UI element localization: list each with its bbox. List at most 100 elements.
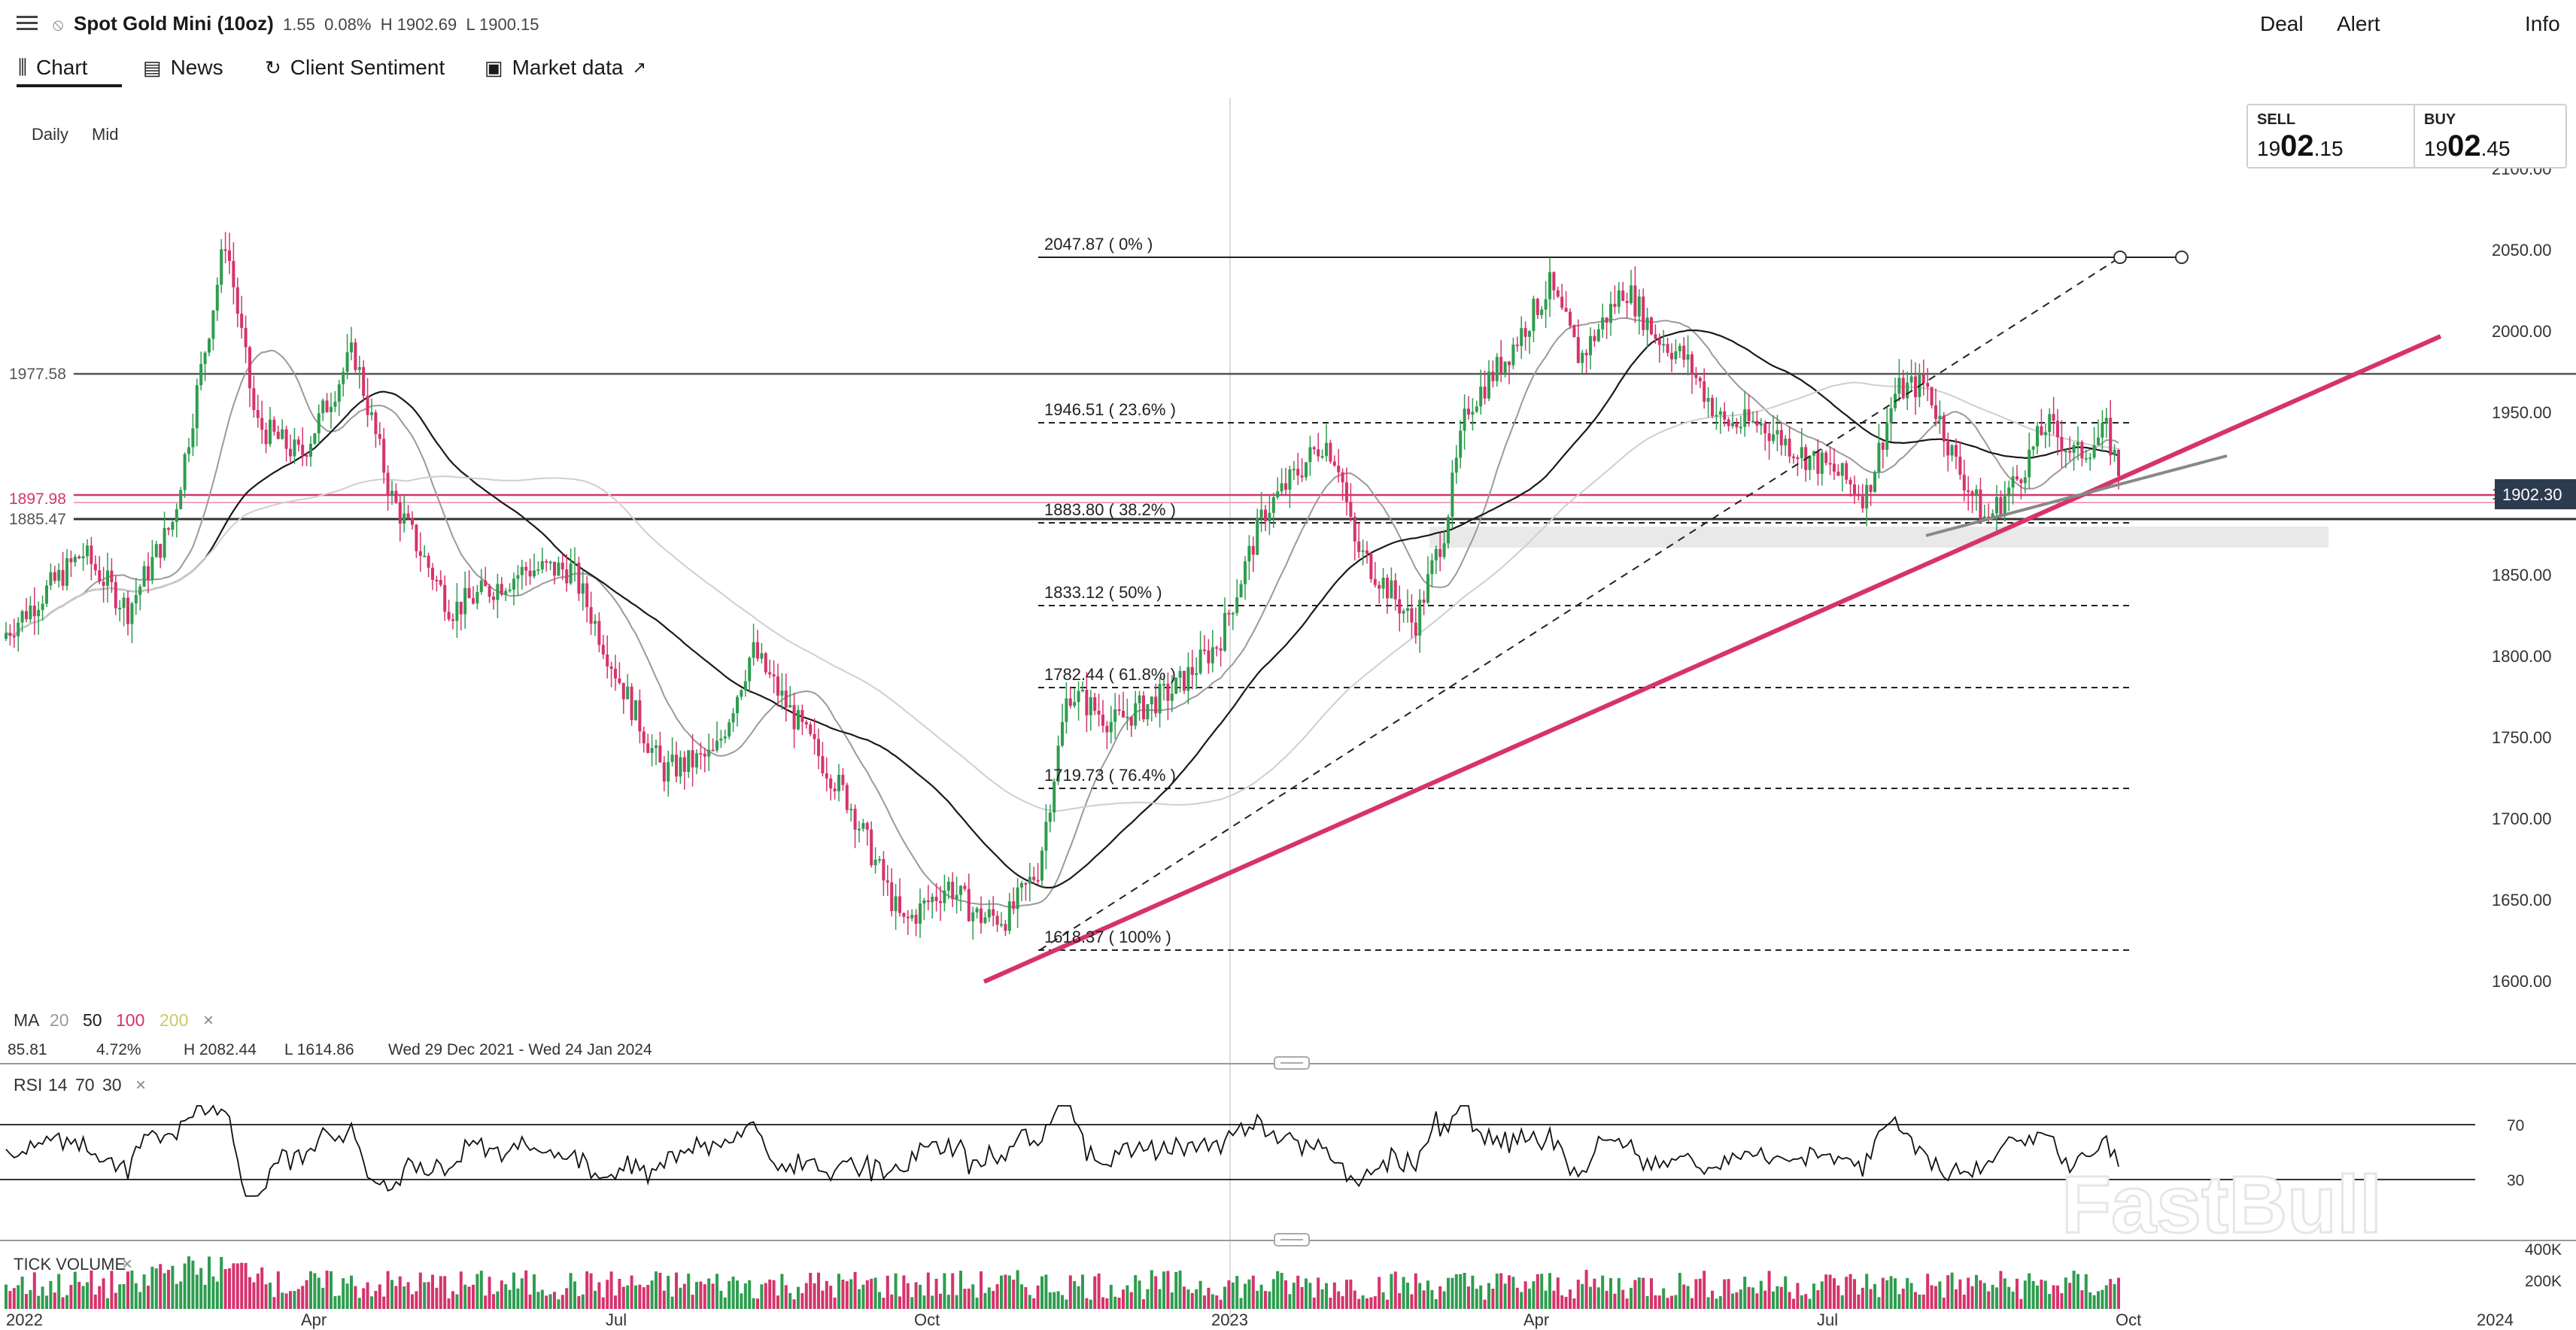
volume-bar [1625, 1298, 1629, 1309]
candle-body [1808, 455, 1812, 470]
candle-body [1483, 387, 1487, 399]
volume-bar [191, 1260, 195, 1309]
buy-button[interactable]: BUY 1902.45 [2413, 104, 2567, 169]
price-type-selector[interactable]: Mid [92, 125, 119, 144]
tab-news[interactable]: ▤ News [143, 56, 223, 80]
volume-bar [931, 1295, 934, 1309]
volume-bar [228, 1268, 231, 1309]
candle-body [1256, 518, 1259, 555]
volume-bar [797, 1286, 800, 1309]
candle-body [317, 413, 320, 434]
sell-button[interactable]: SELL 1902.15 [2246, 104, 2417, 169]
volume-bar [1390, 1274, 1393, 1309]
volume-bar [1645, 1295, 1649, 1309]
volume-bar [269, 1283, 272, 1309]
volume-bar [1982, 1283, 1986, 1309]
candle-body [1698, 378, 1702, 381]
volume-bar [1170, 1292, 1174, 1309]
candle-body [601, 645, 605, 654]
candle-body [81, 556, 85, 559]
candle-body [711, 749, 715, 752]
candle-body [1337, 465, 1341, 472]
candle-body [1349, 502, 1353, 518]
candle-body [1621, 290, 1625, 301]
candle-body [488, 586, 491, 597]
volume-bar [638, 1284, 642, 1309]
volume-bar [768, 1279, 772, 1309]
timeframe-selector[interactable]: Daily [32, 125, 68, 144]
volume-bar [1552, 1290, 1556, 1309]
volume-bar [81, 1286, 85, 1309]
candle-body [281, 429, 284, 439]
volume-bar [1901, 1289, 1905, 1309]
tab-chart[interactable]: ⫼ Chart [18, 56, 87, 80]
candle-body [2104, 418, 2108, 424]
candle-body [2113, 450, 2116, 456]
candle-body [992, 909, 995, 916]
volume-bar [1247, 1279, 1251, 1309]
volume-bar [12, 1288, 16, 1309]
candle-body [1150, 697, 1153, 705]
volume-bar [606, 1280, 609, 1309]
tab-client-sentiment[interactable]: ↻ Client Sentiment [265, 56, 445, 80]
volume-bar [1244, 1283, 1247, 1309]
volume-bar [1422, 1290, 1426, 1309]
candle-body [987, 909, 991, 918]
volume-bar [731, 1277, 735, 1309]
candle-body [1938, 415, 1942, 419]
volume-bar [1077, 1286, 1080, 1309]
candle-body [276, 431, 280, 439]
volume-bar [17, 1285, 20, 1309]
candle-body [1122, 711, 1125, 718]
fib-label: 1883.80 ( 38.2% ) [1044, 500, 1176, 519]
candle-body [1735, 423, 1739, 428]
candle-body [1743, 409, 1747, 427]
volume-bar [1219, 1299, 1223, 1309]
volume-bar [1020, 1284, 1023, 1309]
menu-icon[interactable] [17, 12, 38, 32]
volume-bar [411, 1294, 414, 1309]
candle-body [1739, 427, 1742, 429]
deal-button[interactable]: Deal [2260, 12, 2304, 35]
volume-bar [817, 1272, 820, 1309]
volume-bar [1938, 1281, 1942, 1309]
candle-body [1853, 484, 1856, 494]
candle-body [1491, 371, 1495, 381]
candle-body [1308, 447, 1312, 463]
candle-body [618, 678, 621, 683]
candle-body [792, 705, 796, 730]
candle-body [2052, 414, 2055, 421]
info-button[interactable]: Info [2525, 12, 2560, 35]
alert-button[interactable]: Alert [2337, 12, 2380, 35]
candle-body [642, 731, 646, 744]
rsi-param: 70 [75, 1075, 95, 1095]
volume-bar [264, 1284, 268, 1309]
volume-bar [496, 1291, 500, 1309]
volume-bar [260, 1267, 264, 1309]
candle-body [533, 570, 536, 577]
volume-bar [1097, 1273, 1101, 1309]
volume-bar [1564, 1296, 1568, 1309]
candle-body [1028, 876, 1031, 884]
candle-body [98, 570, 102, 582]
candle-body [1276, 491, 1280, 498]
candle-body [1471, 411, 1475, 415]
volume-bar [118, 1284, 122, 1309]
candle-body [1215, 647, 1219, 649]
candle-body [17, 622, 20, 637]
fib-handle-end [2175, 251, 2189, 264]
ma-legend-close-icon: × [203, 1010, 214, 1031]
volume-bar [1776, 1286, 1779, 1309]
tab-market-data[interactable]: ▣ Market data ↗ [485, 56, 646, 80]
low-value: L 1900.15 [466, 15, 539, 34]
candle-body [1329, 442, 1332, 462]
volume-bar [1028, 1295, 1031, 1309]
volume-bar [256, 1274, 260, 1309]
volume-bar [65, 1295, 68, 1309]
volume-bar [1373, 1296, 1377, 1309]
candle-body [1630, 285, 1633, 303]
volume-bar [1325, 1283, 1328, 1309]
volume-bar [1605, 1290, 1608, 1309]
candle-body [1183, 670, 1186, 691]
